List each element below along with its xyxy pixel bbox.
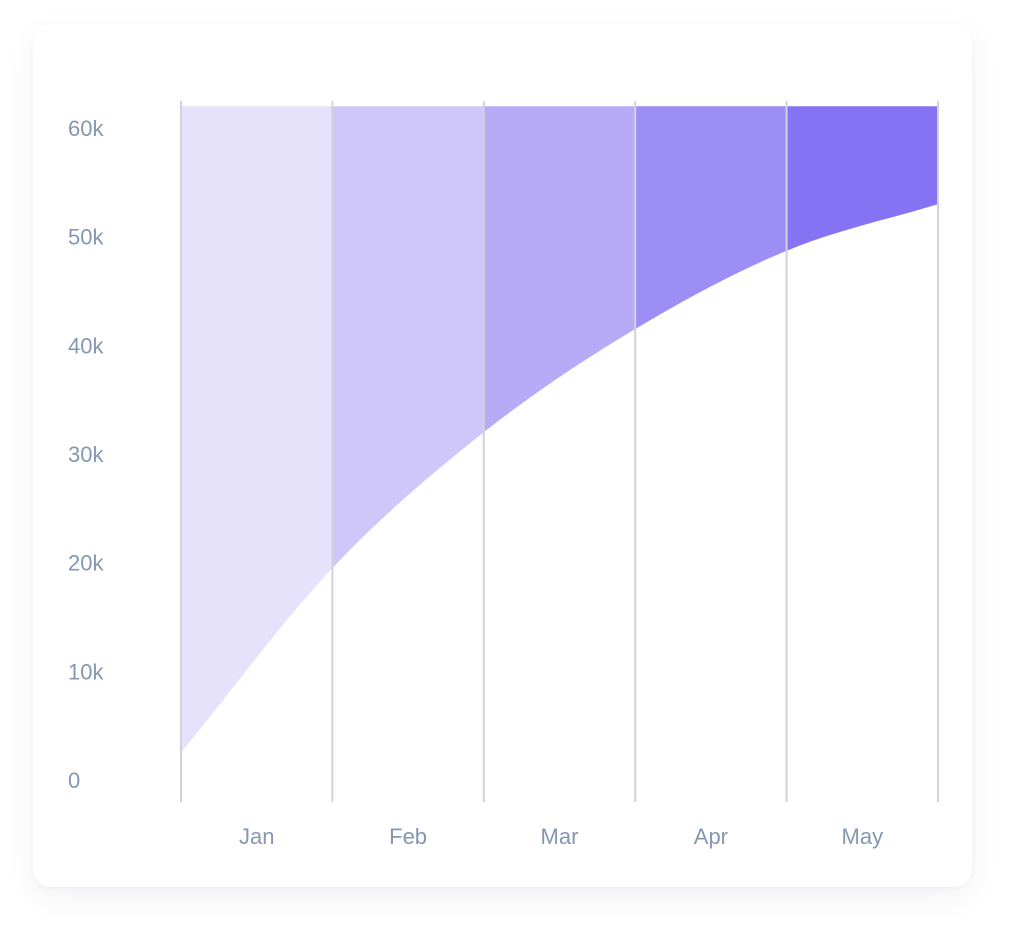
x-tick-label: Mar	[541, 824, 579, 849]
y-tick-label: 30k	[68, 442, 104, 467]
band-layer	[181, 106, 938, 753]
y-tick-label: 20k	[68, 551, 104, 576]
x-tick-label: Apr	[694, 824, 728, 849]
y-tick-label: 40k	[68, 333, 104, 358]
x-tick-label: Feb	[389, 824, 427, 849]
area-band-mar	[483, 106, 636, 433]
x-tick-label: May	[842, 824, 884, 849]
y-axis: 0 10k 20k 30k 40k 50k 60k	[68, 116, 104, 793]
x-tick-label: Jan	[239, 824, 274, 849]
y-tick-label: 0	[68, 768, 80, 793]
area-band-apr	[635, 106, 787, 330]
gridline-layer	[180, 101, 939, 802]
y-tick-label: 10k	[68, 659, 104, 684]
area-band-jan	[181, 106, 333, 753]
x-axis: Jan Feb Mar Apr May	[239, 824, 883, 849]
area-band-may	[786, 106, 938, 251]
y-tick-label: 60k	[68, 116, 104, 141]
y-tick-label: 50k	[68, 225, 104, 250]
area-band-feb	[332, 106, 484, 569]
